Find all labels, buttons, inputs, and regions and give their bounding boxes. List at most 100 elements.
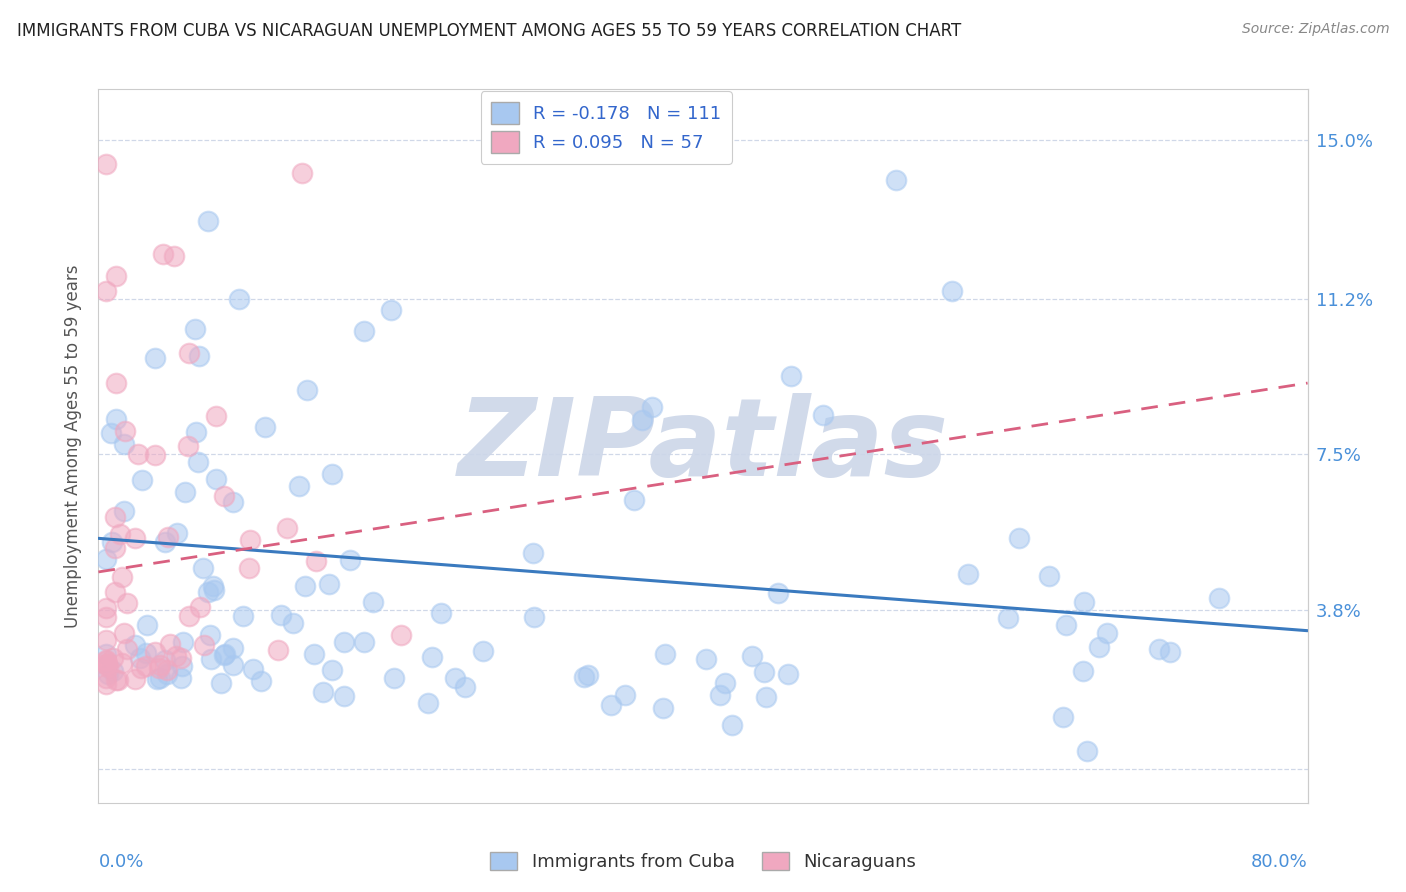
Point: [94, 284, 117, 298]
Point: [214, 648, 236, 662]
Legend: Immigrants from Cuba, Nicaraguans: Immigrants from Cuba, Nicaraguans: [482, 845, 924, 879]
Point: [755, 690, 778, 704]
Point: [631, 413, 654, 427]
Point: [333, 635, 356, 649]
Point: [1007, 532, 1029, 546]
Point: [1073, 595, 1095, 609]
Point: [418, 696, 440, 710]
Point: [143, 351, 166, 365]
Point: [155, 534, 177, 549]
Point: [198, 628, 221, 642]
Point: [101, 664, 124, 678]
Text: ZIPatlas: ZIPatlas: [457, 393, 949, 499]
Point: [149, 671, 172, 685]
Point: [641, 400, 664, 414]
Point: [131, 473, 153, 487]
Point: [170, 651, 193, 665]
Point: [522, 546, 544, 560]
Point: [721, 717, 744, 731]
Y-axis label: Unemployment Among Ages 55 to 59 years: Unemployment Among Ages 55 to 59 years: [65, 264, 83, 628]
Point: [188, 600, 211, 615]
Point: [766, 586, 789, 600]
Point: [163, 249, 186, 263]
Point: [94, 157, 117, 171]
Point: [228, 292, 250, 306]
Point: [117, 641, 139, 656]
Point: [221, 495, 243, 509]
Point: [104, 510, 127, 524]
Point: [143, 448, 166, 462]
Point: [454, 681, 477, 695]
Point: [222, 657, 245, 672]
Point: [291, 166, 314, 180]
Point: [112, 626, 135, 640]
Point: [517, 141, 540, 155]
Point: [166, 526, 188, 541]
Point: [187, 454, 209, 468]
Point: [172, 658, 194, 673]
Point: [389, 628, 412, 642]
Point: [422, 649, 444, 664]
Point: [212, 489, 235, 503]
Point: [191, 560, 214, 574]
Text: 80.0%: 80.0%: [1251, 853, 1308, 871]
Point: [94, 600, 117, 615]
Point: [177, 439, 200, 453]
Point: [94, 677, 117, 691]
Point: [111, 569, 134, 583]
Point: [1088, 640, 1111, 654]
Point: [94, 552, 117, 566]
Point: [94, 609, 117, 624]
Point: [811, 408, 834, 422]
Point: [201, 579, 224, 593]
Point: [238, 561, 260, 575]
Point: [136, 617, 159, 632]
Point: [1073, 664, 1095, 678]
Point: [600, 698, 623, 713]
Point: [353, 635, 375, 649]
Point: [281, 615, 304, 630]
Point: [956, 566, 979, 581]
Point: [253, 420, 276, 434]
Point: [179, 346, 201, 360]
Point: [127, 447, 149, 461]
Point: [997, 611, 1019, 625]
Point: [100, 425, 122, 440]
Point: [159, 637, 181, 651]
Point: [695, 652, 717, 666]
Point: [209, 675, 232, 690]
Point: [129, 650, 152, 665]
Point: [578, 668, 600, 682]
Point: [1095, 626, 1118, 640]
Point: [193, 638, 215, 652]
Point: [205, 409, 228, 423]
Point: [1208, 591, 1230, 606]
Point: [1038, 569, 1060, 583]
Point: [941, 284, 963, 298]
Point: [318, 576, 340, 591]
Point: [111, 657, 134, 671]
Point: [382, 671, 405, 685]
Point: [380, 302, 402, 317]
Text: IMMIGRANTS FROM CUBA VS NICARAGUAN UNEMPLOYMENT AMONG AGES 55 TO 59 YEARS CORREL: IMMIGRANTS FROM CUBA VS NICARAGUAN UNEMP…: [17, 22, 962, 40]
Point: [152, 247, 174, 261]
Point: [222, 641, 245, 656]
Point: [124, 638, 146, 652]
Point: [353, 324, 375, 338]
Point: [131, 661, 153, 675]
Point: [776, 667, 799, 681]
Point: [105, 268, 128, 283]
Point: [1076, 744, 1098, 758]
Point: [165, 649, 187, 664]
Point: [205, 472, 228, 486]
Point: [104, 412, 127, 426]
Point: [471, 644, 494, 658]
Point: [188, 349, 211, 363]
Point: [155, 653, 177, 667]
Point: [304, 647, 326, 661]
Point: [104, 673, 127, 687]
Point: [97, 666, 120, 681]
Point: [361, 594, 384, 608]
Point: [294, 579, 316, 593]
Point: [270, 607, 292, 622]
